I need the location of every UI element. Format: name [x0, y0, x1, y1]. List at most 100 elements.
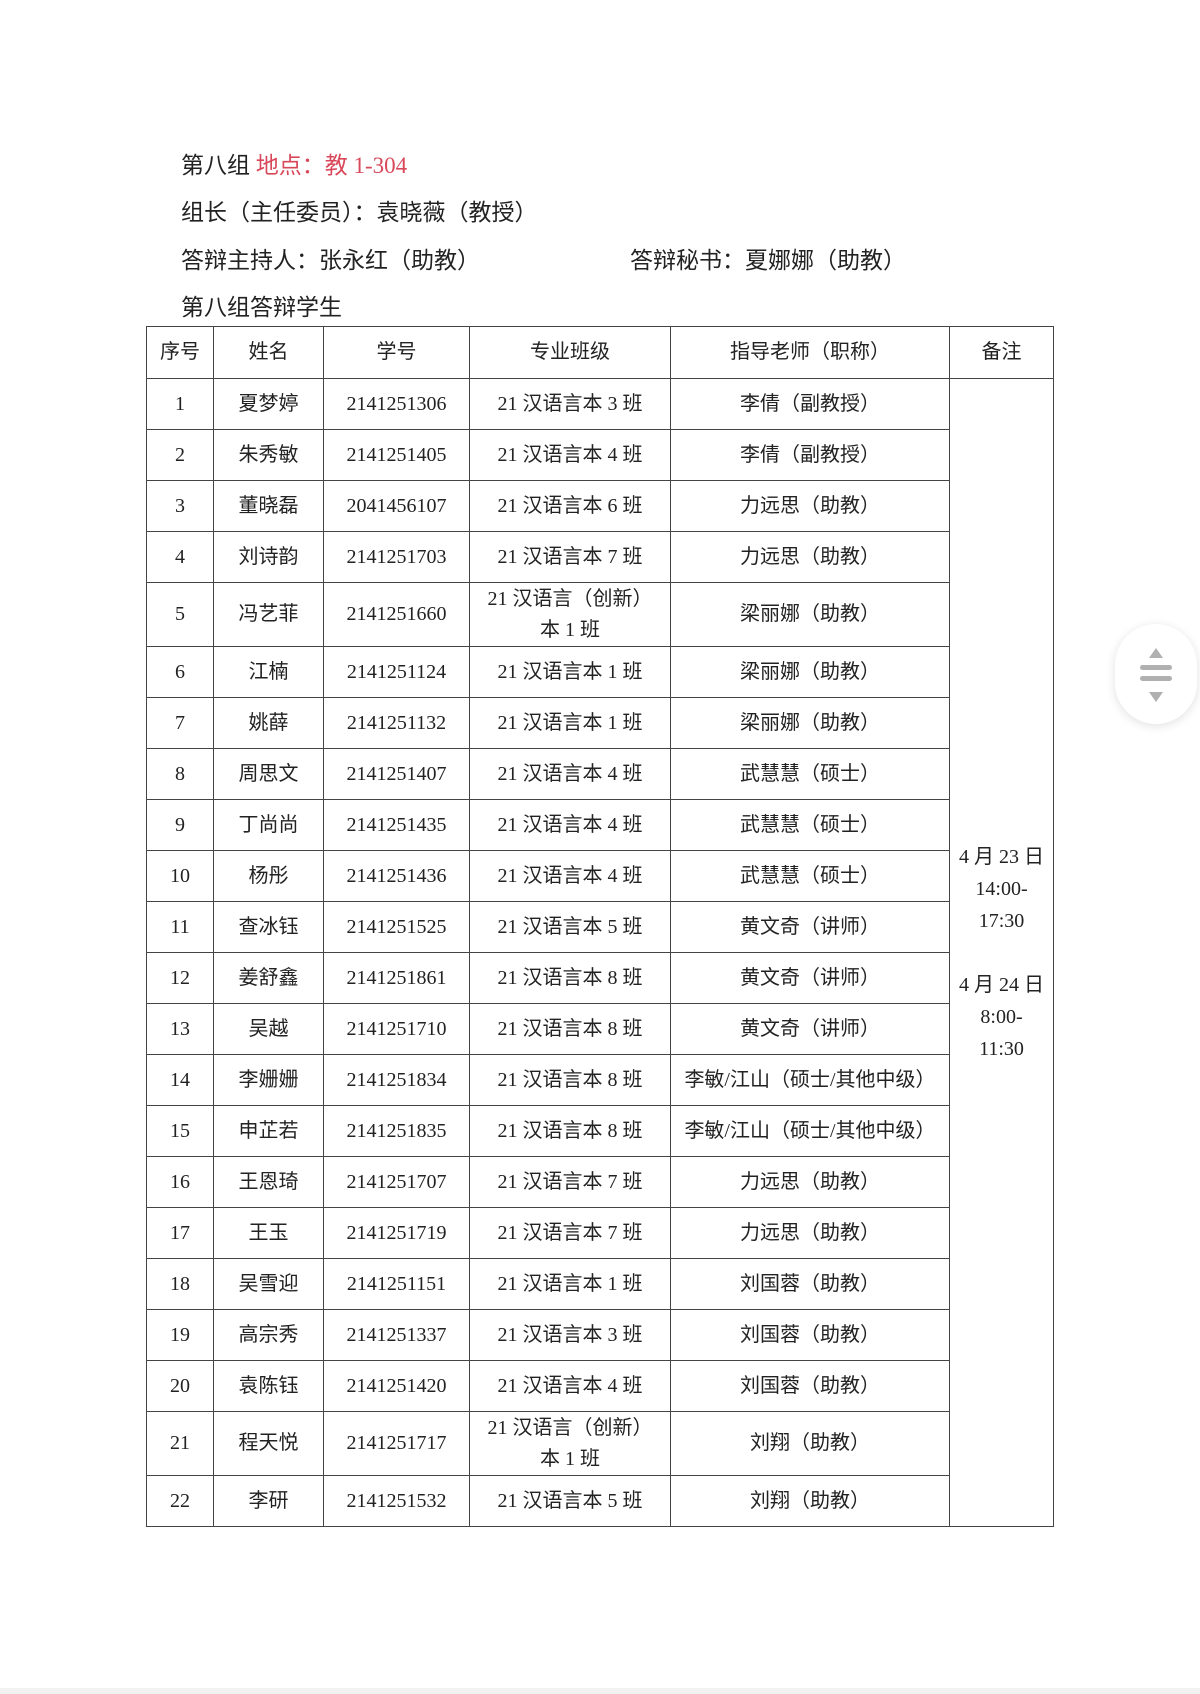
location: 地点：教 1-304 [255, 153, 408, 178]
cell-student-id: 2141251407 [323, 748, 470, 800]
cell-class: 21 汉语言本 3 班 [469, 1309, 671, 1361]
table-row: 17 王玉 2141251719 21 汉语言本 7 班力远思（助教） [146, 1207, 1054, 1259]
cell-class: 21 汉语言本 8 班 [469, 1105, 671, 1157]
cell-student-id: 2141251151 [323, 1258, 470, 1310]
students-table: 序号 姓名 学号 专业班级 指导老师（职称） 备注 1 夏梦婷 2141251306… [146, 326, 1054, 1527]
cell-class: 21 汉语言本 1 班 [469, 697, 671, 749]
remark-line: 11:30 [979, 1037, 1024, 1060]
students-title: 第八组答辩学生 [181, 295, 342, 320]
cell-name: 董晓磊 [213, 480, 324, 532]
cell-student-id: 2141251861 [323, 952, 470, 1004]
cell-class: 21 汉语言本 4 班 [469, 1360, 671, 1412]
header-advisor: 指导老师（职称） [670, 326, 950, 379]
cell-name: 江楠 [213, 646, 324, 698]
table-row: 11 查冰钰 2141251525 21 汉语言本 5 班黄文奇（讲师） [146, 901, 1054, 953]
table-row: 4 刘诗韵 2141251703 21 汉语言本 7 班力远思（助教） [146, 531, 1054, 583]
cell-class: 21 汉语言本 7 班 [469, 1207, 671, 1259]
table-row: 12 姜舒鑫 2141251861 21 汉语言本 8 班黄文奇（讲师） [146, 952, 1054, 1004]
scroll-control-button[interactable] [1115, 624, 1197, 724]
cell-advisor: 力远思（助教） [670, 1207, 950, 1259]
cell-student-id: 2141251707 [323, 1156, 470, 1208]
cell-name: 姚薛 [213, 697, 324, 749]
cell-advisor: 黄文奇（讲师） [670, 901, 950, 953]
cell-index: 8 [146, 748, 214, 800]
cell-advisor: 黄文奇（讲师） [670, 1003, 950, 1055]
cell-advisor: 武慧慧（硕士） [670, 850, 950, 902]
cell-advisor: 刘翔（助教） [670, 1411, 950, 1476]
cell-index: 13 [146, 1003, 214, 1055]
cell-class: 21 汉语言本 7 班 [469, 1156, 671, 1208]
cell-class: 21 汉语言本 4 班 [469, 799, 671, 851]
cell-advisor: 梁丽娜（助教） [670, 697, 950, 749]
cell-name: 袁陈钰 [213, 1360, 324, 1412]
table-row: 3 董晓磊 2041456107 21 汉语言本 6 班力远思（助教） [146, 480, 1054, 532]
table-row: 7 姚薛 2141251132 21 汉语言本 1 班梁丽娜（助教） [146, 697, 1054, 749]
cell-student-id: 2141251525 [323, 901, 470, 953]
cell-advisor: 刘国蓉（助教） [670, 1360, 950, 1412]
cell-student-id: 2141251132 [323, 697, 470, 749]
cell-name: 吴越 [213, 1003, 324, 1055]
table-row: 13 吴越 2141251710 21 汉语言本 8 班黄文奇（讲师） [146, 1003, 1054, 1055]
remark-line: 4 月 24 日 [959, 973, 1044, 996]
cell-index: 11 [146, 901, 214, 953]
table-row: 21 程天悦 2141251717 21 汉语言（创新）本 1 班刘翔（助教） [146, 1411, 1054, 1476]
cell-index: 22 [146, 1475, 214, 1527]
cell-advisor: 黄文奇（讲师） [670, 952, 950, 1004]
cell-name: 申芷若 [213, 1105, 324, 1157]
cell-class: 21 汉语言本 3 班 [469, 378, 671, 430]
cell-index: 1 [146, 378, 214, 430]
table-row: 20 袁陈钰 2141251420 21 汉语言本 4 班刘国蓉（助教） [146, 1360, 1054, 1412]
cell-name: 王恩琦 [213, 1156, 324, 1208]
table-header-row: 序号 姓名 学号 专业班级 指导老师（职称） 备注 [146, 326, 1054, 379]
cell-name: 丁尚尚 [213, 799, 324, 851]
cell-student-id: 2141251719 [323, 1207, 470, 1259]
cell-index: 2 [146, 429, 214, 481]
remark-line: 17:30 [978, 909, 1025, 932]
cell-student-id: 2141251306 [323, 378, 470, 430]
table-row: 22 李研 2141251532 21 汉语言本 5 班刘翔（助教） [146, 1475, 1054, 1527]
table-row: 10 杨彤 2141251436 21 汉语言本 4 班武慧慧（硕士） [146, 850, 1054, 902]
cell-name: 吴雪迎 [213, 1258, 324, 1310]
cell-index: 18 [146, 1258, 214, 1310]
cell-name: 周思文 [213, 748, 324, 800]
cell-name: 刘诗韵 [213, 531, 324, 583]
cell-index: 12 [146, 952, 214, 1004]
header-student-id: 学号 [323, 326, 470, 379]
cell-class: 21 汉语言本 6 班 [469, 480, 671, 532]
cell-name: 朱秀敏 [213, 429, 324, 481]
cell-student-id: 2141251420 [323, 1360, 470, 1412]
cell-advisor: 力远思（助教） [670, 1156, 950, 1208]
cell-name: 查冰钰 [213, 901, 324, 953]
cell-index: 7 [146, 697, 214, 749]
bottom-bar [0, 1688, 1200, 1694]
cell-index: 10 [146, 850, 214, 902]
cell-advisor: 李倩（副教授） [670, 378, 950, 430]
cell-student-id: 2141251532 [323, 1475, 470, 1527]
cell-name: 姜舒鑫 [213, 952, 324, 1004]
cell-advisor: 刘国蓉（助教） [670, 1309, 950, 1361]
cell-index: 4 [146, 531, 214, 583]
arrow-up-icon [1149, 648, 1163, 658]
cell-class: 21 汉语言本 1 班 [469, 1258, 671, 1310]
cell-class: 21 汉语言本 4 班 [469, 850, 671, 902]
cell-student-id: 2141251660 [323, 582, 470, 647]
scroll-handle-icon [1140, 665, 1172, 670]
header-remarks: 备注 [949, 326, 1054, 379]
remark-line: 8:00- [980, 1005, 1023, 1028]
cell-index: 14 [146, 1054, 214, 1106]
cell-name: 李研 [213, 1475, 324, 1527]
cell-index: 9 [146, 799, 214, 851]
table-row: 16 王恩琦 2141251707 21 汉语言本 7 班力远思（助教） [146, 1156, 1054, 1208]
cell-class: 21 汉语言本 7 班 [469, 531, 671, 583]
cell-index: 16 [146, 1156, 214, 1208]
cell-name: 李姗姗 [213, 1054, 324, 1106]
remark-line: 4 月 23 日 [959, 845, 1044, 868]
cell-student-id: 2141251337 [323, 1309, 470, 1361]
table-row: 15 申芷若 2141251835 21 汉语言本 8 班李敏/江山（硕士/其他中级） [146, 1105, 1054, 1157]
cell-index: 19 [146, 1309, 214, 1361]
group-heading: 第八组 地点：教 1-304 [181, 146, 407, 180]
arrow-down-icon [1149, 692, 1163, 702]
cell-advisor: 武慧慧（硕士） [670, 799, 950, 851]
cell-name: 夏梦婷 [213, 378, 324, 430]
header-name: 姓名 [213, 326, 324, 379]
